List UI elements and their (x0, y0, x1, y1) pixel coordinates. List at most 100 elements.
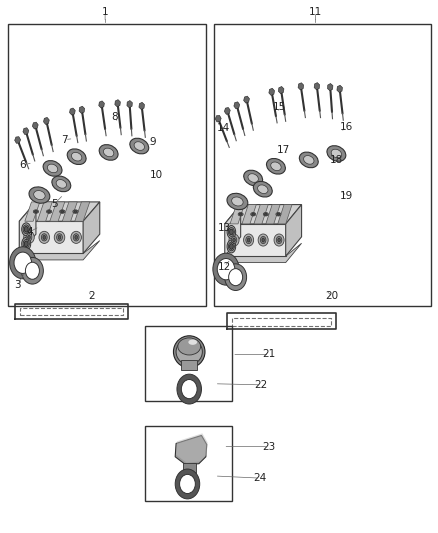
Polygon shape (25, 202, 40, 221)
Bar (183, 463, 196, 473)
Ellipse shape (247, 238, 250, 242)
Text: 8: 8 (111, 112, 118, 122)
Ellipse shape (213, 253, 239, 285)
Ellipse shape (71, 231, 81, 244)
Ellipse shape (244, 170, 263, 186)
Polygon shape (83, 202, 100, 254)
Ellipse shape (48, 211, 51, 213)
Ellipse shape (228, 228, 234, 237)
Polygon shape (266, 205, 280, 224)
Text: 23: 23 (262, 442, 275, 451)
Text: 20: 20 (325, 292, 339, 301)
Ellipse shape (130, 138, 149, 154)
Ellipse shape (25, 262, 39, 279)
Polygon shape (230, 205, 244, 224)
Ellipse shape (227, 225, 236, 238)
Text: 13: 13 (218, 223, 231, 233)
Polygon shape (19, 221, 83, 254)
Ellipse shape (60, 210, 65, 213)
Ellipse shape (239, 213, 242, 215)
Text: 16: 16 (339, 122, 353, 132)
Ellipse shape (229, 269, 243, 286)
Ellipse shape (265, 213, 267, 215)
Ellipse shape (229, 234, 239, 246)
Ellipse shape (276, 213, 281, 216)
Bar (145, 326, 232, 401)
Ellipse shape (75, 236, 78, 239)
Ellipse shape (231, 237, 237, 244)
Ellipse shape (47, 164, 58, 173)
Ellipse shape (232, 197, 243, 206)
Ellipse shape (274, 234, 284, 246)
Text: 5: 5 (51, 199, 58, 208)
Ellipse shape (227, 240, 236, 253)
Ellipse shape (10, 247, 36, 279)
Ellipse shape (22, 237, 31, 251)
Ellipse shape (180, 474, 195, 494)
Ellipse shape (57, 234, 63, 241)
Ellipse shape (14, 252, 32, 273)
Text: 10: 10 (150, 170, 163, 180)
Polygon shape (19, 202, 100, 221)
Ellipse shape (43, 160, 62, 176)
Ellipse shape (24, 231, 34, 244)
Polygon shape (50, 202, 65, 221)
Ellipse shape (33, 210, 39, 213)
Ellipse shape (99, 144, 118, 160)
Ellipse shape (299, 152, 318, 168)
Polygon shape (225, 205, 302, 224)
Ellipse shape (258, 234, 268, 246)
Ellipse shape (54, 231, 65, 244)
Ellipse shape (248, 174, 258, 182)
Ellipse shape (73, 210, 78, 213)
Ellipse shape (21, 257, 43, 284)
Polygon shape (62, 202, 77, 221)
Ellipse shape (331, 149, 342, 158)
Ellipse shape (52, 176, 71, 192)
Ellipse shape (277, 213, 280, 215)
Polygon shape (225, 224, 286, 256)
Ellipse shape (228, 242, 234, 251)
Ellipse shape (71, 152, 82, 161)
Bar (145, 426, 232, 501)
Polygon shape (278, 205, 292, 224)
Text: 18: 18 (330, 155, 343, 165)
Text: 19: 19 (340, 191, 353, 201)
Ellipse shape (278, 238, 280, 242)
Ellipse shape (28, 236, 30, 239)
Ellipse shape (178, 338, 201, 355)
Ellipse shape (266, 158, 286, 174)
Bar (214, 24, 431, 306)
Ellipse shape (67, 149, 86, 165)
Text: 15: 15 (273, 102, 286, 111)
Text: 22: 22 (254, 380, 267, 390)
Polygon shape (225, 205, 240, 256)
Ellipse shape (22, 223, 31, 236)
Ellipse shape (34, 191, 45, 199)
Bar (8, 24, 206, 306)
Text: 11: 11 (309, 7, 322, 17)
Text: 7: 7 (61, 135, 68, 144)
Polygon shape (37, 202, 52, 221)
Ellipse shape (181, 379, 197, 399)
Ellipse shape (23, 225, 29, 234)
Ellipse shape (233, 238, 235, 242)
Ellipse shape (41, 234, 47, 241)
Ellipse shape (252, 213, 254, 215)
Ellipse shape (29, 187, 50, 203)
Text: 1: 1 (102, 7, 109, 17)
Ellipse shape (39, 231, 49, 244)
Ellipse shape (74, 211, 77, 213)
Text: 2: 2 (88, 292, 95, 301)
Ellipse shape (263, 213, 268, 216)
Text: 17: 17 (277, 146, 290, 155)
Polygon shape (242, 205, 256, 224)
Ellipse shape (225, 264, 247, 290)
Ellipse shape (276, 237, 282, 244)
Polygon shape (286, 205, 302, 256)
Ellipse shape (304, 156, 314, 164)
Ellipse shape (230, 229, 233, 235)
Text: 21: 21 (263, 350, 276, 359)
Polygon shape (19, 202, 36, 254)
Ellipse shape (134, 142, 145, 150)
